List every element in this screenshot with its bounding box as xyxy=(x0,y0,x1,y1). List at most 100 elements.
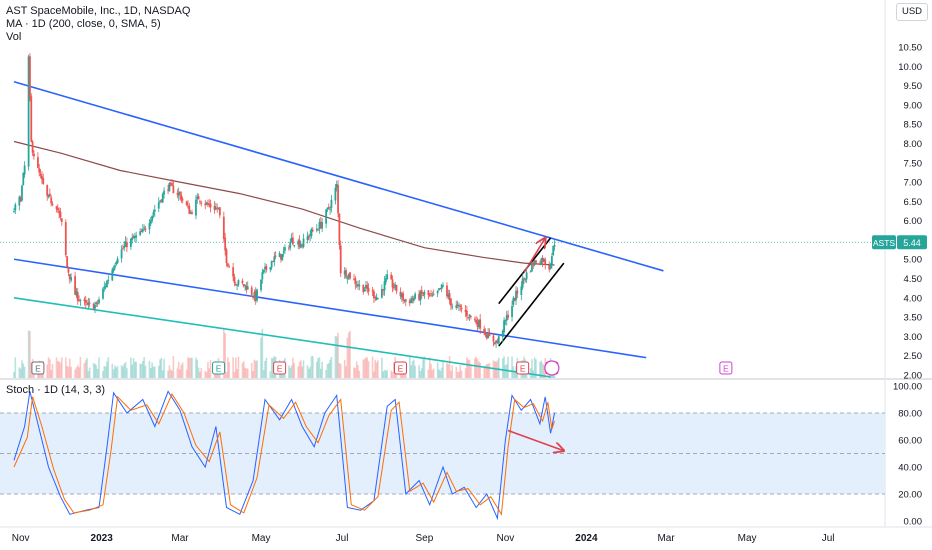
candle-body xyxy=(48,193,51,196)
candle-body xyxy=(180,195,183,201)
volume-bar xyxy=(102,371,104,378)
currency-button[interactable]: USD xyxy=(896,3,928,21)
candle-body xyxy=(67,267,70,273)
candle-body xyxy=(64,222,67,256)
candle-body xyxy=(374,297,377,299)
volume-bar xyxy=(353,367,355,378)
candle-body xyxy=(455,305,458,308)
volume-bar xyxy=(345,366,347,378)
volume-bar xyxy=(185,369,188,378)
candle-body xyxy=(168,183,171,192)
candle-body xyxy=(326,207,329,210)
candle-body xyxy=(84,299,87,303)
volume-bar xyxy=(312,356,314,378)
candle-body xyxy=(51,203,54,205)
candle-body xyxy=(431,294,434,296)
volume-indicator-label[interactable]: Vol xyxy=(6,31,22,43)
volume-bar xyxy=(168,365,171,378)
volume-bar xyxy=(269,371,272,378)
candle-body xyxy=(511,305,513,317)
candle-body xyxy=(540,258,543,265)
volume-bar xyxy=(474,358,476,378)
volume-bar xyxy=(272,358,274,378)
candle-body xyxy=(204,203,207,206)
volume-bar xyxy=(241,362,244,378)
stoch-axis-tick-label: 40.00 xyxy=(898,463,922,474)
volume-bar xyxy=(161,370,164,378)
candle-body xyxy=(152,212,155,216)
candle-body xyxy=(217,207,220,209)
price-axis-tick-label: 10.50 xyxy=(898,43,922,54)
candle-body xyxy=(373,291,375,298)
candle-body xyxy=(458,305,460,307)
price-axis-tick-label: 3.50 xyxy=(904,313,923,324)
candle-body xyxy=(133,236,136,239)
volume-bar xyxy=(144,365,147,378)
volume-bar xyxy=(21,360,23,378)
volume-bar xyxy=(148,360,151,378)
candle-body xyxy=(473,318,476,320)
candle-body xyxy=(343,270,346,275)
stoch-axis-tick-label: 80.00 xyxy=(898,409,922,420)
candle-body xyxy=(293,245,296,247)
candle-body xyxy=(400,293,403,298)
volume-bar xyxy=(318,357,321,378)
volume-bar xyxy=(293,363,296,378)
candle-body xyxy=(18,196,21,206)
volume-bar xyxy=(330,356,333,378)
volume-bar xyxy=(84,360,87,378)
ma-indicator-label[interactable]: MA · 1D (200, close, 0, SMA, 5) xyxy=(6,18,161,30)
candle-body xyxy=(447,294,450,298)
time-axis-tick-label: Jul xyxy=(822,533,835,544)
candle-body xyxy=(327,207,330,209)
candle-body xyxy=(214,207,217,210)
volume-bar xyxy=(455,366,458,378)
volume-bar xyxy=(253,359,256,378)
candle-body xyxy=(172,185,175,194)
candle-body xyxy=(515,290,517,301)
volume-bar xyxy=(495,361,497,378)
candle-body xyxy=(265,266,268,270)
volume-bar xyxy=(363,358,366,378)
stoch-axis-tick-label: 0.00 xyxy=(904,517,923,528)
candle-body xyxy=(123,246,126,249)
candle-body xyxy=(544,259,547,265)
candle-body xyxy=(187,205,189,207)
volume-bar xyxy=(440,367,443,378)
candle-body xyxy=(523,278,525,280)
volume-bar xyxy=(414,365,416,378)
volume-bar xyxy=(442,361,444,378)
volume-bar xyxy=(541,363,544,378)
volume-bar xyxy=(115,367,118,378)
volume-bar xyxy=(66,366,68,378)
candle-body xyxy=(507,314,509,318)
candle-body xyxy=(237,280,240,285)
candle-body xyxy=(442,285,444,287)
volume-bar xyxy=(104,366,107,378)
volume-bar xyxy=(265,357,268,378)
ma-200-line xyxy=(13,140,555,266)
volume-bar xyxy=(290,365,293,378)
candle-body xyxy=(284,247,286,251)
candle-body xyxy=(47,194,50,197)
volume-bar xyxy=(374,359,377,378)
candle-body xyxy=(205,202,208,205)
candle-body xyxy=(307,235,310,238)
candle-body xyxy=(543,258,545,262)
candle-body xyxy=(233,276,236,283)
candle-body xyxy=(58,210,61,214)
time-axis-tick-label: Jul xyxy=(336,533,349,544)
candle-body xyxy=(411,297,414,300)
stoch-axis-tick-label: 100.00 xyxy=(893,382,922,393)
price-axis-tick-label: 2.50 xyxy=(904,351,923,362)
volume-bar xyxy=(365,357,367,378)
candle-body xyxy=(29,56,31,98)
volume-bar xyxy=(51,363,54,378)
volume-bar xyxy=(88,367,91,378)
volume-bar xyxy=(329,359,331,378)
candle-body xyxy=(504,319,507,321)
candle-body xyxy=(358,284,361,287)
stoch-indicator-label[interactable]: Stoch · 1D (14, 3, 3) xyxy=(6,384,106,396)
earnings-marker xyxy=(719,361,733,375)
